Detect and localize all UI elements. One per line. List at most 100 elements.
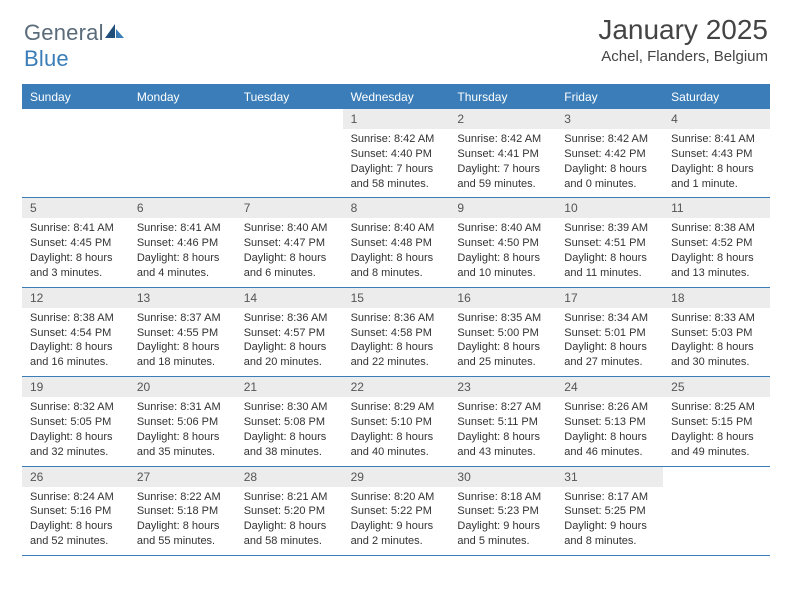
daylight-text: Daylight: 8 hours and 8 minutes.: [351, 251, 442, 281]
logo-sail-icon: [105, 20, 125, 46]
day-body: Sunrise: 8:31 AMSunset: 5:06 PMDaylight:…: [129, 397, 236, 465]
day-body: Sunrise: 8:29 AMSunset: 5:10 PMDaylight:…: [343, 397, 450, 465]
day-cell: 28Sunrise: 8:21 AMSunset: 5:20 PMDayligh…: [236, 467, 343, 555]
day-number: 22: [343, 377, 450, 397]
day-number: 21: [236, 377, 343, 397]
day-number: 11: [663, 198, 770, 218]
sunset-text: Sunset: 4:47 PM: [244, 236, 335, 251]
day-body: Sunrise: 8:37 AMSunset: 4:55 PMDaylight:…: [129, 308, 236, 376]
daylight-text: Daylight: 9 hours and 2 minutes.: [351, 519, 442, 549]
sunset-text: Sunset: 4:42 PM: [564, 147, 655, 162]
day-body: Sunrise: 8:22 AMSunset: 5:18 PMDaylight:…: [129, 487, 236, 555]
day-cell: [236, 109, 343, 197]
day-number: 24: [556, 377, 663, 397]
sunset-text: Sunset: 4:55 PM: [137, 326, 228, 341]
day-cell: 9Sunrise: 8:40 AMSunset: 4:50 PMDaylight…: [449, 198, 556, 286]
week-row: 5Sunrise: 8:41 AMSunset: 4:45 PMDaylight…: [22, 198, 770, 287]
sunset-text: Sunset: 5:20 PM: [244, 504, 335, 519]
sunrise-text: Sunrise: 8:29 AM: [351, 400, 442, 415]
day-body: Sunrise: 8:24 AMSunset: 5:16 PMDaylight:…: [22, 487, 129, 555]
day-number: 31: [556, 467, 663, 487]
sunrise-text: Sunrise: 8:34 AM: [564, 311, 655, 326]
month-title: January 2025: [598, 14, 768, 46]
daylight-text: Daylight: 9 hours and 8 minutes.: [564, 519, 655, 549]
day-cell: 2Sunrise: 8:42 AMSunset: 4:41 PMDaylight…: [449, 109, 556, 197]
day-number: 20: [129, 377, 236, 397]
sunrise-text: Sunrise: 8:18 AM: [457, 490, 548, 505]
daylight-text: Daylight: 8 hours and 20 minutes.: [244, 340, 335, 370]
week-row: 26Sunrise: 8:24 AMSunset: 5:16 PMDayligh…: [22, 467, 770, 556]
day-number: 3: [556, 109, 663, 129]
sunrise-text: Sunrise: 8:37 AM: [137, 311, 228, 326]
day-number: 14: [236, 288, 343, 308]
day-number: 1: [343, 109, 450, 129]
day-cell: 27Sunrise: 8:22 AMSunset: 5:18 PMDayligh…: [129, 467, 236, 555]
day-cell: 22Sunrise: 8:29 AMSunset: 5:10 PMDayligh…: [343, 377, 450, 465]
day-body: Sunrise: 8:42 AMSunset: 4:41 PMDaylight:…: [449, 129, 556, 197]
day-body: Sunrise: 8:27 AMSunset: 5:11 PMDaylight:…: [449, 397, 556, 465]
day-cell: 20Sunrise: 8:31 AMSunset: 5:06 PMDayligh…: [129, 377, 236, 465]
daylight-text: Daylight: 8 hours and 58 minutes.: [244, 519, 335, 549]
sunrise-text: Sunrise: 8:38 AM: [30, 311, 121, 326]
day-cell: 19Sunrise: 8:32 AMSunset: 5:05 PMDayligh…: [22, 377, 129, 465]
sunset-text: Sunset: 4:51 PM: [564, 236, 655, 251]
location: Achel, Flanders, Belgium: [598, 48, 768, 65]
sunrise-text: Sunrise: 8:42 AM: [564, 132, 655, 147]
day-of-week-cell: Friday: [556, 86, 663, 109]
day-number: 28: [236, 467, 343, 487]
sunset-text: Sunset: 5:03 PM: [671, 326, 762, 341]
day-number: 18: [663, 288, 770, 308]
daylight-text: Daylight: 8 hours and 32 minutes.: [30, 430, 121, 460]
sunrise-text: Sunrise: 8:35 AM: [457, 311, 548, 326]
daylight-text: Daylight: 8 hours and 46 minutes.: [564, 430, 655, 460]
day-number: 13: [129, 288, 236, 308]
sunset-text: Sunset: 5:23 PM: [457, 504, 548, 519]
day-number: 12: [22, 288, 129, 308]
day-number: 25: [663, 377, 770, 397]
day-cell: [22, 109, 129, 197]
logo-text-blue: Blue: [24, 46, 69, 71]
day-cell: [663, 467, 770, 555]
sunrise-text: Sunrise: 8:33 AM: [671, 311, 762, 326]
week-row: 12 Sunrise: 8:38 AMSunset: 4:54 PM Dayligh…: [22, 288, 770, 377]
day-cell: 30Sunrise: 8:18 AMSunset: 5:23 PMDayligh…: [449, 467, 556, 555]
day-cell: 23Sunrise: 8:27 AMSunset: 5:11 PMDayligh…: [449, 377, 556, 465]
day-body: Sunrise: 8:26 AMSunset: 5:13 PMDaylight:…: [556, 397, 663, 465]
day-of-week-cell: Monday: [129, 86, 236, 109]
sunset-text: Sunset: 5:05 PM: [30, 415, 121, 430]
daylight-text: Daylight: 8 hours and 25 minutes.: [457, 340, 548, 370]
day-body: Sunrise: 8:36 AMSunset: 4:58 PMDaylight:…: [343, 308, 450, 376]
daylight-text: Daylight: 8 hours and 43 minutes.: [457, 430, 548, 460]
sunset-text: Sunset: 4:54 PM: [30, 326, 121, 341]
daylight-text: Daylight: 8 hours and 38 minutes.: [244, 430, 335, 460]
sunrise-text: Sunrise: 8:41 AM: [671, 132, 762, 147]
sunrise-text: Sunrise: 8:25 AM: [671, 400, 762, 415]
daylight-text: Daylight: 8 hours and 22 minutes.: [351, 340, 442, 370]
day-number: 19: [22, 377, 129, 397]
sunset-text: Sunset: 4:57 PM: [244, 326, 335, 341]
sunrise-text: Sunrise: 8:27 AM: [457, 400, 548, 415]
day-cell: 5Sunrise: 8:41 AMSunset: 4:45 PMDaylight…: [22, 198, 129, 286]
day-number: 6: [129, 198, 236, 218]
sunrise-text: Sunrise: 8:42 AM: [457, 132, 548, 147]
title-block: January 2025 Achel, Flanders, Belgium: [598, 14, 768, 65]
daylight-text: Daylight: 8 hours and 40 minutes.: [351, 430, 442, 460]
day-body: Sunrise: 8:39 AMSunset: 4:51 PMDaylight:…: [556, 218, 663, 286]
week-row: 1Sunrise: 8:42 AMSunset: 4:40 PMDaylight…: [22, 109, 770, 198]
sunrise-text: Sunrise: 8:39 AM: [564, 221, 655, 236]
daylight-text: Daylight: 7 hours and 59 minutes.: [457, 162, 548, 192]
day-cell: 8Sunrise: 8:40 AMSunset: 4:48 PMDaylight…: [343, 198, 450, 286]
day-cell: 13Sunrise: 8:37 AMSunset: 4:55 PMDayligh…: [129, 288, 236, 376]
day-cell: 10Sunrise: 8:39 AMSunset: 4:51 PMDayligh…: [556, 198, 663, 286]
day-number: 16: [449, 288, 556, 308]
sunset-text: Sunset: 5:10 PM: [351, 415, 442, 430]
week-row: 19Sunrise: 8:32 AMSunset: 5:05 PMDayligh…: [22, 377, 770, 466]
sunset-text: Sunset: 5:15 PM: [671, 415, 762, 430]
day-body: Sunrise: 8:41 AMSunset: 4:45 PMDaylight:…: [22, 218, 129, 286]
daylight-text: Daylight: 8 hours and 6 minutes.: [244, 251, 335, 281]
day-of-week-cell: Wednesday: [343, 86, 450, 109]
daylight-text: Daylight: 8 hours and 1 minute.: [671, 162, 762, 192]
day-cell: 12Sunrise: 8:38 AMSunset: 4:54 PMDayligh…: [22, 288, 129, 376]
day-number: 23: [449, 377, 556, 397]
day-number: 5: [22, 198, 129, 218]
